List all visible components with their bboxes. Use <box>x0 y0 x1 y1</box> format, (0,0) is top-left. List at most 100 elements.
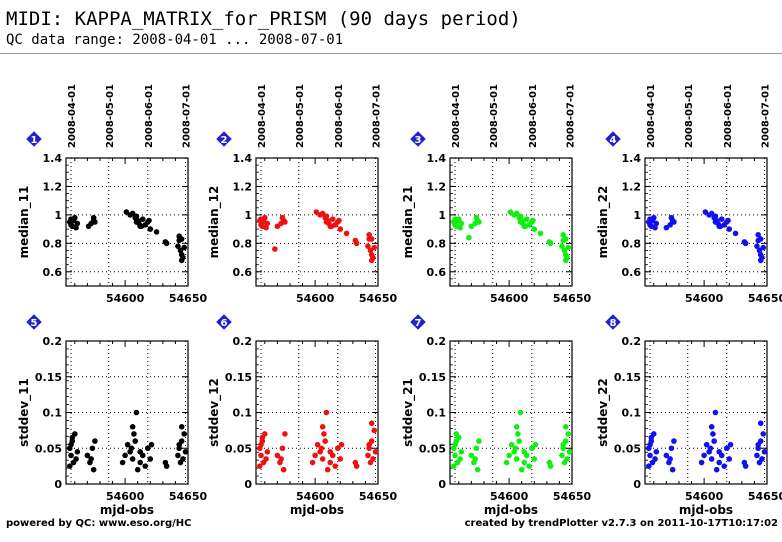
y-tick-label: 0 <box>244 478 252 491</box>
data-point <box>343 230 350 237</box>
data-point <box>328 223 335 230</box>
data-point <box>517 409 524 416</box>
data-point <box>473 445 480 452</box>
y-tick-label: 0.15 <box>35 371 62 384</box>
data-point <box>264 449 271 455</box>
data-point <box>182 449 189 455</box>
panel-4: 0.6 0.8 1 1.2 1.4 54600 54650 median_22 2008-04-… <box>596 84 782 305</box>
date-label: 2008-05-01 <box>295 84 306 148</box>
panel-1: 0.6 0.8 1 1.2 1.4 54600 54650 median_11 2008-04-… <box>17 84 207 305</box>
badge-number: 8 <box>610 318 617 329</box>
data-point <box>282 219 288 225</box>
data-point <box>181 244 188 251</box>
panel-3: 0.6 0.8 1 1.2 1.4 54600 54650 median_21 2008-04-… <box>401 84 591 305</box>
plot-frame <box>255 157 379 287</box>
y-tick-label: 0.6 <box>43 266 63 279</box>
data-point <box>667 456 673 462</box>
data-point <box>523 216 530 222</box>
x-tick-label: 54650 <box>359 490 398 503</box>
data-point <box>453 431 460 437</box>
date-label: 2008-04-01 <box>67 84 78 148</box>
data-point <box>450 463 457 469</box>
data-point <box>473 214 480 221</box>
y-tick-label: 1 <box>438 209 446 222</box>
y-tick-label: 1.2 <box>43 180 63 193</box>
date-label: 2008-04-01 <box>257 84 268 148</box>
data-point <box>668 214 675 221</box>
data-point <box>176 441 182 448</box>
data-point <box>452 441 458 448</box>
y-tick-label: 0.1 <box>43 407 63 420</box>
data-point <box>506 452 512 459</box>
date-label: 2008-07-01 <box>181 84 192 148</box>
data-point <box>279 445 286 452</box>
header-divider <box>0 53 782 54</box>
data-point <box>132 438 138 444</box>
data-point <box>90 214 97 221</box>
panel-7: 0 0.05 0.1 0.15 0.2 54600 54650 stddev_21 mjd-ob… <box>401 312 591 517</box>
data-point <box>559 243 565 249</box>
data-point <box>645 463 652 469</box>
data-point <box>146 217 152 224</box>
data-point <box>336 217 342 224</box>
data-point <box>263 224 269 231</box>
date-label: 2008-05-01 <box>684 84 695 148</box>
data-range-subtitle: QC data range: 2008-04-01 ... 2008-07-01 <box>6 32 344 48</box>
panel-8: 0 0.05 0.1 0.15 0.2 54600 54650 stddev_22 mjd-ob… <box>596 312 782 517</box>
data-point <box>365 243 371 249</box>
data-point <box>153 229 160 235</box>
y-axis-label: stddev_11 <box>17 378 32 447</box>
y-tick-label: 0.2 <box>622 335 642 348</box>
x-tick-label: 54650 <box>748 490 782 503</box>
y-tick-label: 0.2 <box>427 335 447 348</box>
data-point <box>526 463 533 469</box>
data-point <box>133 409 140 416</box>
y-tick-label: 0.6 <box>427 266 447 279</box>
data-point <box>565 431 572 437</box>
data-point <box>566 449 573 455</box>
data-point <box>90 466 97 473</box>
data-point <box>716 459 723 466</box>
data-point <box>726 226 733 232</box>
data-point <box>474 466 481 473</box>
data-point <box>272 246 278 252</box>
data-point <box>122 452 128 459</box>
data-point <box>368 236 375 242</box>
y-axis-label: median_22 <box>596 186 611 259</box>
y-tick-label: 1.2 <box>427 180 447 193</box>
data-point <box>137 459 144 466</box>
data-point <box>148 441 155 448</box>
date-label: 2008-06-01 <box>144 84 155 148</box>
data-point <box>371 427 378 434</box>
data-point <box>560 441 566 448</box>
y-tick-label: 1.4 <box>233 152 253 165</box>
data-point <box>319 456 326 462</box>
badge-diamond <box>24 312 44 332</box>
data-point <box>309 459 316 466</box>
x-tick-label: 54650 <box>359 292 398 305</box>
data-point <box>508 441 515 448</box>
date-label: 2008-06-01 <box>528 84 539 148</box>
y-tick-label: 1.4 <box>43 152 63 165</box>
data-point <box>334 445 341 452</box>
data-point <box>663 452 670 459</box>
data-point <box>721 463 728 469</box>
data-point <box>754 452 760 459</box>
data-point <box>314 441 321 448</box>
data-point <box>757 257 764 264</box>
x-tick-label: 54600 <box>490 490 529 503</box>
data-point <box>727 441 734 448</box>
badge-diamond <box>603 312 623 332</box>
y-tick-label: 0.8 <box>622 237 642 250</box>
data-point <box>178 236 185 242</box>
y-tick-label: 1.2 <box>622 180 642 193</box>
data-point <box>712 409 719 416</box>
badge-number: 4 <box>610 135 617 146</box>
data-point <box>716 449 723 455</box>
panel-number-badge: 3 <box>408 129 428 149</box>
data-point <box>338 441 345 448</box>
data-point <box>278 456 284 462</box>
y-tick-label: 1 <box>54 209 62 222</box>
y-tick-label: 0.05 <box>419 442 446 455</box>
plot-frame <box>644 157 768 287</box>
